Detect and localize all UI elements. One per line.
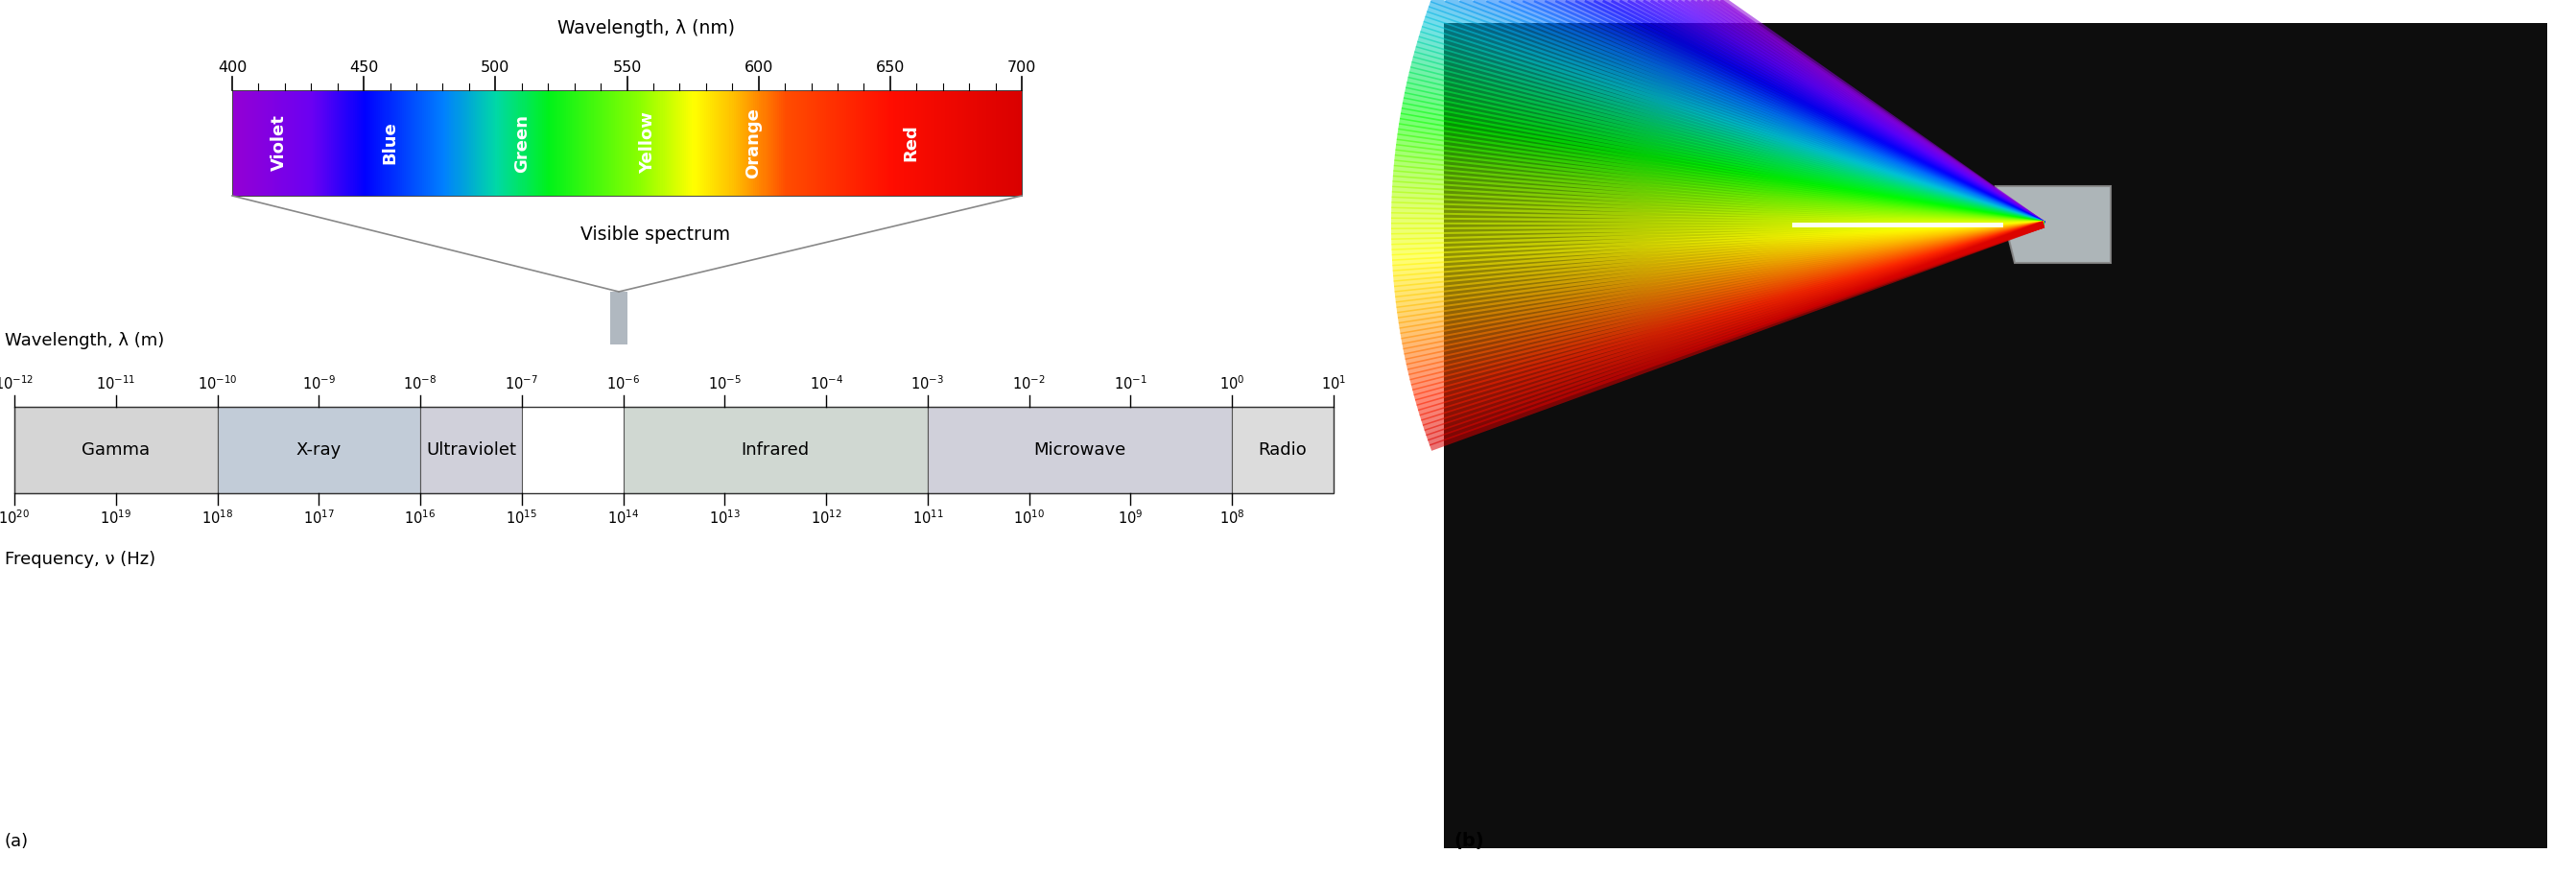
Text: Infrared: Infrared: [742, 441, 809, 459]
Bar: [420, 407, 523, 493]
Bar: [1445, 23, 2548, 848]
Text: Ultraviolet: Ultraviolet: [425, 441, 515, 459]
Bar: [927, 407, 1231, 493]
Text: $10^{18}$: $10^{18}$: [201, 509, 234, 526]
Text: $10^{8}$: $10^{8}$: [1218, 509, 1244, 526]
Text: Blue: Blue: [381, 122, 399, 165]
Text: 400: 400: [216, 61, 247, 75]
Text: $10^{10}$: $10^{10}$: [1012, 509, 1046, 526]
Text: $10^{-7}$: $10^{-7}$: [505, 374, 538, 392]
Text: (a): (a): [5, 833, 28, 850]
Polygon shape: [1996, 186, 2110, 263]
Text: $10^{-2}$: $10^{-2}$: [1012, 374, 1046, 392]
Text: $10^{15}$: $10^{15}$: [505, 509, 538, 526]
Text: 600: 600: [744, 61, 773, 75]
Text: 500: 500: [482, 61, 510, 75]
Text: $10^{-8}$: $10^{-8}$: [404, 374, 438, 392]
Text: 700: 700: [1007, 61, 1036, 75]
Text: Gamma: Gamma: [82, 441, 149, 459]
Text: (b): (b): [1453, 832, 1484, 850]
Text: X-ray: X-ray: [296, 441, 343, 459]
Text: Green: Green: [513, 114, 531, 172]
Text: $10^{-1}$: $10^{-1}$: [1113, 374, 1146, 392]
Text: Violet: Violet: [270, 115, 289, 171]
Text: $10^{16}$: $10^{16}$: [404, 509, 435, 526]
Bar: [1231, 407, 1334, 493]
Text: $10^{-9}$: $10^{-9}$: [301, 374, 335, 392]
Text: $10^{-3}$: $10^{-3}$: [912, 374, 945, 392]
Text: Radio: Radio: [1260, 441, 1306, 459]
Bar: [611, 292, 629, 345]
Text: Frequency, ν (Hz): Frequency, ν (Hz): [5, 551, 155, 568]
Text: Visible spectrum: Visible spectrum: [580, 225, 732, 243]
Text: $10^{-4}$: $10^{-4}$: [809, 374, 842, 392]
Text: Yellow: Yellow: [639, 112, 657, 175]
Text: $10^{-12}$: $10^{-12}$: [0, 374, 33, 392]
Text: $10^{19}$: $10^{19}$: [100, 509, 131, 526]
Text: 650: 650: [876, 61, 904, 75]
Text: Wavelength, λ (nm): Wavelength, λ (nm): [556, 19, 734, 38]
Bar: [216, 407, 420, 493]
Text: $10^{1}$: $10^{1}$: [1321, 374, 1347, 392]
Text: $10^{-6}$: $10^{-6}$: [605, 374, 641, 392]
Bar: [15, 407, 1334, 493]
Text: $10^{13}$: $10^{13}$: [708, 509, 739, 526]
Text: $10^{17}$: $10^{17}$: [304, 509, 335, 526]
Text: $10^{0}$: $10^{0}$: [1218, 374, 1244, 392]
Text: $10^{-5}$: $10^{-5}$: [708, 374, 742, 392]
Text: Wavelength, λ (m): Wavelength, λ (m): [5, 332, 165, 349]
Text: Red: Red: [902, 125, 920, 161]
Bar: [623, 407, 927, 493]
Text: $10^{14}$: $10^{14}$: [608, 509, 639, 526]
Text: $10^{20}$: $10^{20}$: [0, 509, 31, 526]
Bar: [232, 90, 1023, 196]
Text: 550: 550: [613, 61, 641, 75]
Text: $10^{11}$: $10^{11}$: [912, 509, 943, 526]
Text: $10^{9}$: $10^{9}$: [1118, 509, 1144, 526]
Bar: [15, 407, 216, 493]
Text: 450: 450: [350, 61, 379, 75]
Text: Microwave: Microwave: [1033, 441, 1126, 459]
Text: Orange: Orange: [744, 108, 762, 178]
Text: $10^{-11}$: $10^{-11}$: [95, 374, 137, 392]
Text: $10^{-10}$: $10^{-10}$: [198, 374, 237, 392]
Text: $10^{12}$: $10^{12}$: [811, 509, 842, 526]
